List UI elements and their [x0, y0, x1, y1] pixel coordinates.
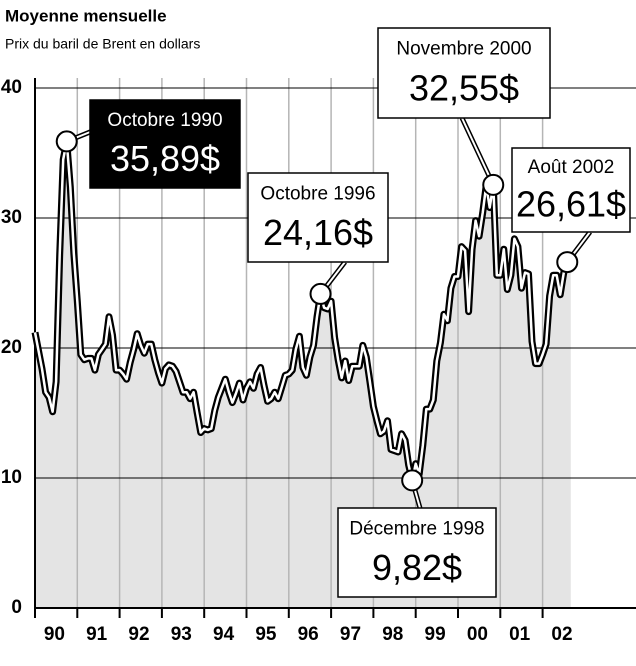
x-tick-label: 93 — [171, 624, 192, 645]
line — [33, 140, 572, 482]
callout-value: 24,16$ — [263, 212, 373, 253]
chart-title: Moyenne mensuelle — [5, 6, 167, 25]
chart-subtitle: Prix du baril de Brent en dollars — [5, 36, 200, 52]
callout-value: 35,89$ — [110, 138, 220, 179]
callout-box — [89, 99, 241, 189]
callout-box — [337, 507, 497, 598]
point-marker — [55, 130, 78, 153]
callout-value: 32,55$ — [409, 68, 519, 109]
callout-value: 26,61$ — [516, 183, 626, 224]
x-tick-label: 92 — [128, 624, 149, 645]
x-tick-label: 97 — [340, 624, 361, 645]
x-tick-label: 91 — [86, 624, 108, 645]
point-marker — [482, 173, 505, 196]
x-tick-label: 96 — [298, 624, 319, 645]
x-tick-label: 02 — [551, 624, 572, 645]
x-tick-label: 98 — [382, 624, 403, 645]
x-tick-label: 90 — [44, 624, 65, 645]
x-tick-label: 00 — [467, 624, 488, 645]
y-tick-label: 40 — [1, 77, 22, 98]
callout-box — [511, 147, 631, 233]
y-tick-label: 20 — [1, 337, 22, 358]
y-tick-label: 0 — [11, 597, 22, 618]
point-marker — [556, 251, 579, 274]
callout-label: Novembre 2000 — [396, 39, 531, 60]
x-tick-label: 01 — [509, 624, 531, 645]
x-tick-label: 94 — [213, 624, 235, 645]
callout-label: Octobre 1996 — [260, 183, 375, 204]
callout-box — [247, 172, 389, 263]
point-marker — [401, 469, 424, 492]
x-tick-label: 99 — [425, 624, 446, 645]
callout-label: Décembre 1998 — [349, 518, 484, 539]
callout-box — [377, 27, 551, 119]
x-tick-label: 95 — [255, 624, 277, 645]
y-tick-label: 30 — [1, 207, 22, 228]
y-tick-label: 10 — [1, 467, 22, 488]
point-marker — [309, 282, 332, 305]
callout-pointer-inner — [461, 117, 495, 186]
callout-label: Octobre 1990 — [107, 110, 222, 131]
callout-value: 9,82$ — [372, 547, 462, 588]
callout-label: Août 2002 — [528, 157, 615, 178]
